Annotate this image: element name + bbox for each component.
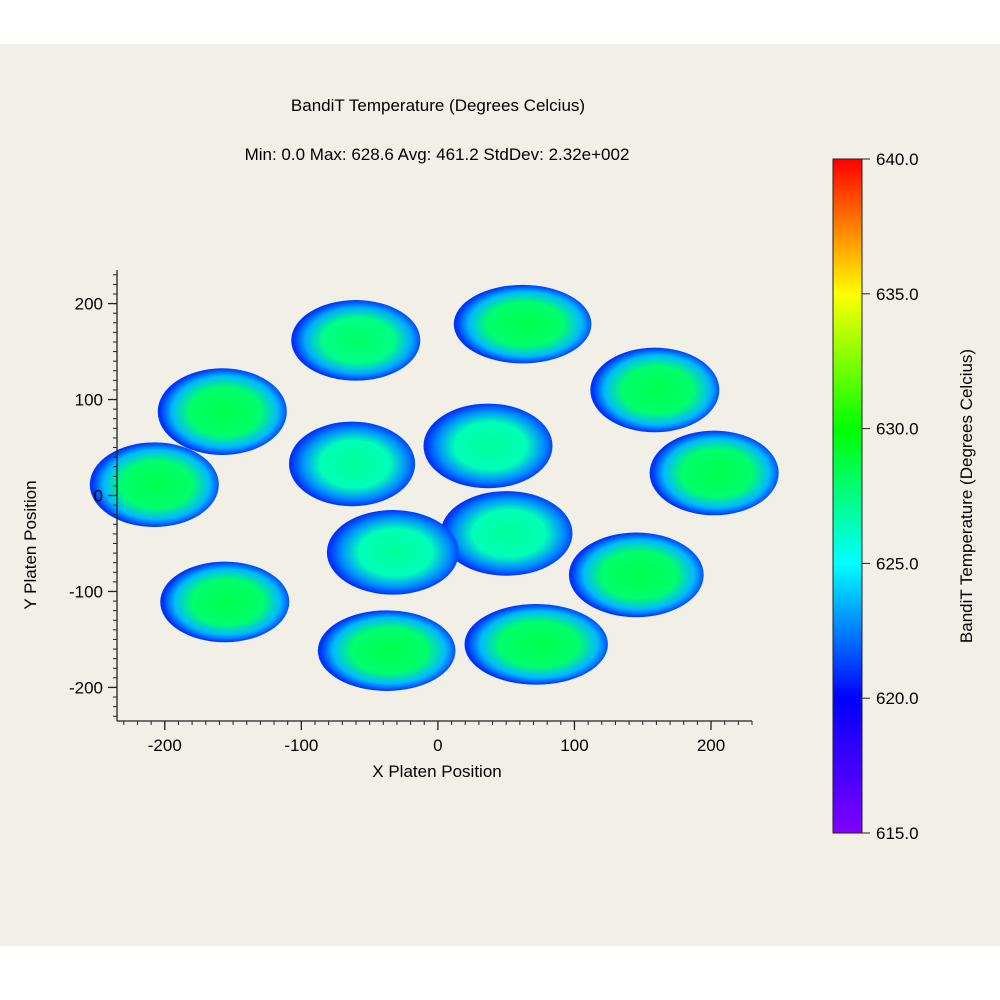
wafer-region	[288, 421, 416, 507]
chart-title: BandiT Temperature (Degrees Celcius)	[291, 96, 585, 115]
colorbar-tick-label: 615.0	[876, 824, 919, 843]
y-tick-label: 200	[75, 295, 103, 314]
wafer-region	[291, 300, 421, 381]
colorbar-ticks: 640.0 635.0 630.0 625.0 620.0 615.0	[862, 150, 919, 843]
x-tick-label: 100	[560, 736, 588, 755]
colorbar-label: BandiT Temperature (Degrees Celcius)	[957, 349, 976, 643]
y-tick-label: 100	[75, 391, 103, 410]
chart-subtitle: Min: 0.0 Max: 628.6 Avg: 461.2 StdDev: 2…	[245, 145, 630, 164]
colorbar-tick-label: 630.0	[876, 420, 919, 439]
wafer-region	[440, 491, 573, 576]
axes: -200 -100 0 100 200 -200 -100 0 100 200	[69, 270, 753, 755]
wafer-region	[89, 442, 219, 527]
colorbar-tick-label: 640.0	[876, 150, 919, 169]
x-tick-label: -100	[284, 736, 318, 755]
y-tick-label: -100	[69, 582, 103, 601]
x-tick-label: 0	[433, 736, 442, 755]
heatmap-chart: BandiT Temperature (Degrees Celcius) Min…	[21, 96, 976, 843]
colorbar-tick-label: 620.0	[876, 689, 919, 708]
wafer-layer	[89, 284, 779, 691]
x-tick-label: -200	[148, 736, 182, 755]
wafer-region	[649, 430, 779, 516]
wafer-region	[326, 510, 459, 595]
x-tick-label: 200	[697, 736, 725, 755]
wafer-region	[568, 532, 704, 618]
wafer-region	[590, 347, 720, 433]
chart-panel: BandiT Temperature (Degrees Celcius) Min…	[0, 44, 1000, 946]
y-tick-label: 0	[94, 487, 103, 506]
colorbar	[832, 158, 863, 834]
x-axis-label: X Platen Position	[372, 762, 501, 781]
colorbar-tick-label: 625.0	[876, 554, 919, 573]
wafer-region	[157, 368, 287, 455]
y-tick-label: -200	[69, 678, 103, 697]
y-axis-label: Y Platen Position	[21, 480, 40, 609]
colorbar-tick-label: 635.0	[876, 285, 919, 304]
wafer-region	[464, 604, 608, 685]
wafer-region	[423, 403, 553, 489]
wafer-region	[160, 561, 290, 643]
wafer-region	[317, 610, 456, 691]
wafer-region	[453, 284, 592, 364]
